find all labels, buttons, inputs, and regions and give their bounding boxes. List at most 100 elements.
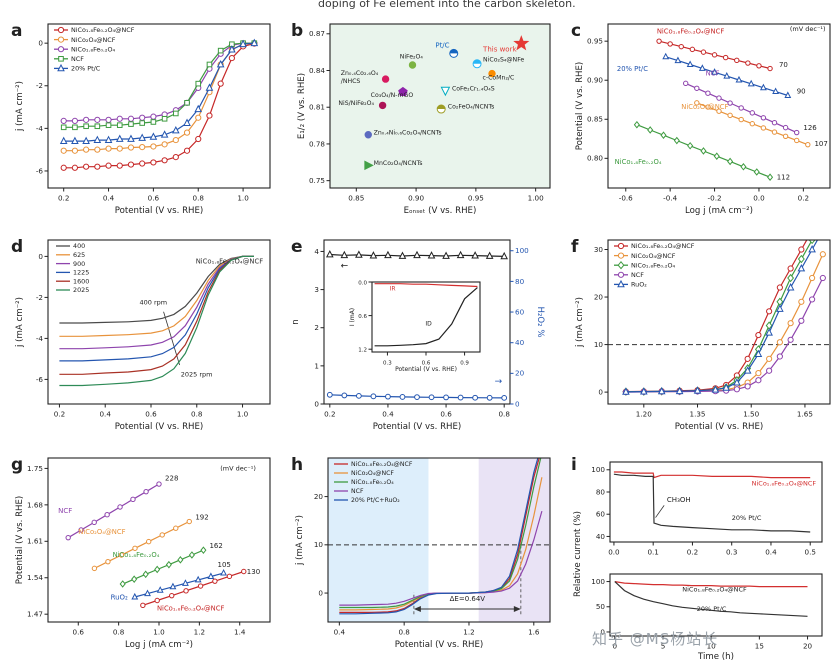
svg-text:-2: -2: [36, 293, 43, 302]
svg-text:3: 3: [314, 285, 319, 294]
svg-text:-2: -2: [36, 81, 43, 90]
svg-text:20% Pt/C: 20% Pt/C: [697, 605, 727, 613]
svg-text:1.4: 1.4: [234, 628, 246, 637]
svg-text:0.6: 0.6: [422, 361, 431, 367]
chart-d: 0.2 0.4 0.6 0.8 1.0 -6 -4 -2 0 Potential (V vs. R…: [11, 237, 271, 432]
svg-text:NiCo₂O₄@NCF: NiCo₂O₄@NCF: [71, 36, 116, 44]
svg-text:c-CoMn₂/C: c-CoMn₂/C: [482, 75, 514, 82]
svg-text:20: 20: [594, 292, 604, 301]
svg-text:0.2: 0.2: [58, 194, 69, 203]
svg-text:H₂O₂ %: H₂O₂ %: [535, 306, 545, 337]
svg-text:0.2: 0.2: [324, 410, 335, 419]
svg-text:0: 0: [314, 399, 319, 408]
svg-text:1.00: 1.00: [528, 194, 544, 203]
svg-text:CoFe₂Cr₁.₄O₄S: CoFe₂Cr₁.₄O₄S: [452, 85, 495, 92]
svg-text:2025 rpm: 2025 rpm: [181, 370, 213, 378]
svg-text:5: 5: [661, 642, 666, 651]
svg-text:1600: 1600: [73, 277, 89, 285]
svg-text:40: 40: [596, 532, 606, 541]
svg-text:0.2: 0.2: [54, 410, 65, 419]
svg-text:c: c: [571, 21, 581, 41]
svg-text:0.80: 0.80: [587, 154, 603, 163]
svg-text:100: 100: [515, 246, 529, 255]
svg-text:0.4: 0.4: [382, 410, 394, 419]
svg-text:e: e: [291, 237, 303, 257]
svg-text:1: 1: [314, 361, 319, 370]
svg-text:Time (h): Time (h): [697, 652, 734, 662]
svg-text:Potential (V vs. RHE): Potential (V vs. RHE): [575, 62, 585, 151]
svg-text:2: 2: [314, 323, 319, 332]
svg-text:NiCo₁.₈Fe₀.₂O₄@NCF: NiCo₁.₈Fe₀.₂O₄@NCF: [157, 605, 225, 613]
svg-text:107: 107: [814, 140, 827, 148]
chart-c: -0.6 -0.4 -0.2 0.0 0.2 0.80 0.85 0.90 0.95 Log j …: [571, 21, 831, 216]
svg-text:20: 20: [803, 642, 813, 651]
svg-text:20: 20: [515, 369, 525, 378]
svg-text:0.6: 0.6: [73, 628, 85, 637]
svg-text:0: 0: [515, 399, 520, 408]
svg-text:228: 228: [165, 474, 178, 482]
svg-text:10: 10: [314, 540, 324, 549]
svg-text:1.2: 1.2: [194, 628, 205, 637]
svg-text:-0.4: -0.4: [663, 194, 677, 203]
svg-text:0.0: 0.0: [608, 548, 620, 557]
svg-text:NiCo₂O₄@NCF: NiCo₂O₄@NCF: [631, 252, 676, 260]
svg-text:1.35: 1.35: [690, 410, 706, 419]
svg-text:0.6: 0.6: [148, 194, 160, 203]
svg-text:0: 0: [38, 252, 43, 261]
svg-text:1.2: 1.2: [463, 628, 474, 637]
svg-text:80: 80: [596, 487, 606, 496]
svg-text:(mV dec⁻¹): (mV dec⁻¹): [790, 25, 826, 33]
svg-text:30: 30: [594, 245, 604, 254]
svg-text:0.3: 0.3: [726, 548, 737, 557]
svg-text:162: 162: [209, 542, 222, 550]
svg-text:NiCo₁.₈Fe₀.₂O₄: NiCo₁.₈Fe₀.₂O₄: [615, 158, 662, 166]
svg-text:Potential (V vs. RHE): Potential (V vs. RHE): [115, 206, 204, 216]
svg-text:20% Pt/C: 20% Pt/C: [71, 65, 101, 73]
svg-text:90: 90: [797, 88, 806, 96]
svg-text:ID: ID: [425, 321, 432, 328]
svg-text:0.8: 0.8: [193, 194, 205, 203]
svg-text:NiCo₁.₈Fe₀.₂O₄@NCF: NiCo₁.₈Fe₀.₂O₄@NCF: [196, 258, 264, 266]
svg-text:Potential (V vs. RHE): Potential (V vs. RHE): [115, 422, 204, 432]
svg-text:0.6: 0.6: [145, 410, 157, 419]
svg-text:/NHCS: /NHCS: [341, 78, 361, 85]
svg-text:105: 105: [218, 561, 231, 569]
chart-b: 0.85 0.90 0.95 1.00 0.75 0.78 0.81 0.84 0.87 Eₒₙₛ…: [291, 21, 551, 216]
svg-text:112: 112: [777, 173, 790, 181]
svg-text:1.50: 1.50: [743, 410, 759, 419]
svg-text:50: 50: [596, 602, 606, 611]
svg-text:NiCo₁.₈Fe₀.₂O₄: NiCo₁.₈Fe₀.₂O₄: [71, 45, 116, 53]
svg-text:0.0: 0.0: [358, 280, 367, 286]
panel-f-oer-lsv: 1.20 1.35 1.50 1.65 0 10 20 30 Potential (V vs. …: [566, 232, 840, 444]
svg-text:1.75: 1.75: [27, 464, 43, 473]
svg-text:100: 100: [591, 465, 605, 474]
svg-text:Log j (mA cm⁻²): Log j (mA cm⁻²): [685, 206, 753, 216]
svg-text:n: n: [291, 319, 301, 324]
svg-text:80: 80: [515, 277, 525, 286]
svg-text:0.3: 0.3: [383, 361, 392, 367]
chart-g: 0.6 0.8 1.0 1.2 1.4 1.47 1.54 1.61 1.68 1.75 Log j…: [11, 455, 271, 650]
svg-text:0.5: 0.5: [805, 548, 816, 557]
svg-text:0.8: 0.8: [498, 410, 510, 419]
svg-text:g: g: [11, 455, 23, 475]
svg-text:a: a: [11, 21, 22, 41]
svg-text:Relative current (%): Relative current (%): [573, 511, 583, 597]
svg-text:Eₒₙₛₑₜ (V vs. RHE): Eₒₙₛₑₜ (V vs. RHE): [404, 206, 477, 216]
svg-text:400: 400: [73, 242, 85, 250]
svg-text:-4: -4: [36, 334, 44, 343]
svg-text:Pt/C: Pt/C: [435, 41, 449, 49]
svg-text:1.6: 1.6: [528, 628, 540, 637]
svg-text:NiCo₁.₈Fe₀.₂O₄@NCF: NiCo₁.₈Fe₀.₂O₄@NCF: [71, 26, 135, 34]
svg-text:NiCo₁.₈Fe₀.₂O₄@NCF: NiCo₁.₈Fe₀.₂O₄@NCF: [657, 27, 725, 35]
svg-text:0: 0: [38, 39, 43, 48]
svg-text:0.9: 0.9: [460, 361, 469, 367]
svg-text:0.78: 0.78: [309, 139, 325, 148]
svg-text:20: 20: [314, 492, 324, 501]
svg-text:1.54: 1.54: [27, 573, 43, 582]
svg-text:70: 70: [779, 61, 788, 69]
svg-text:0.95: 0.95: [587, 37, 603, 46]
panel-g-oer-tafel: 0.6 0.8 1.0 1.2 1.4 1.47 1.54 1.61 1.68 1.75 Log j…: [6, 450, 280, 662]
svg-text:NiCo₂O₄@NCF: NiCo₂O₄@NCF: [681, 103, 728, 111]
svg-text:1.0: 1.0: [237, 410, 249, 419]
svg-text:0: 0: [318, 588, 323, 597]
